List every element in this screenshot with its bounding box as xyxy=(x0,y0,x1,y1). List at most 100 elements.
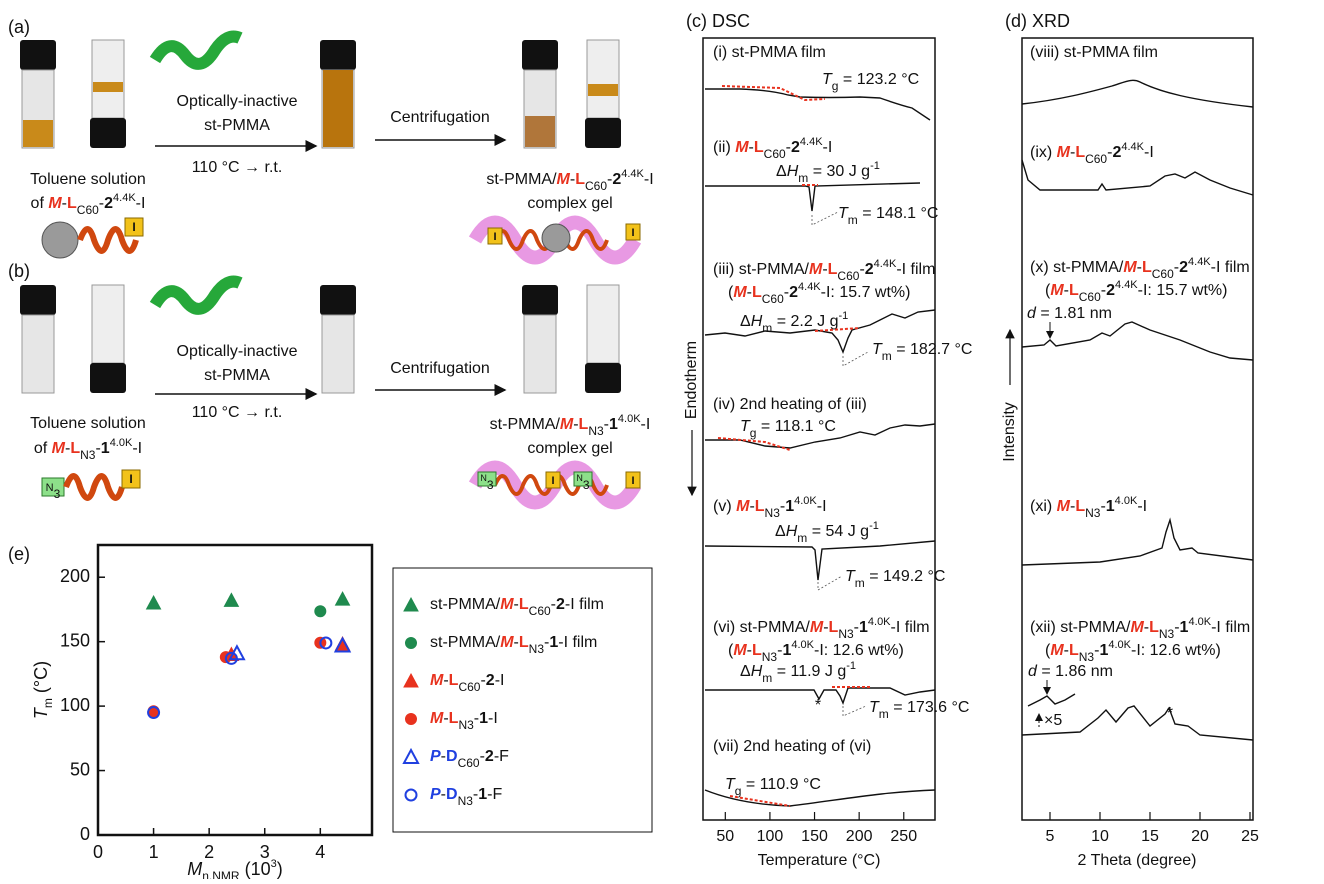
text-part: -I xyxy=(495,672,505,689)
annotation: Tm = 182.7 °C xyxy=(872,341,972,363)
text-part: -I xyxy=(641,416,651,433)
text-part: (ii) xyxy=(713,139,735,156)
text-part: (vii) 2nd heating of (vi) xyxy=(713,738,871,755)
vial xyxy=(585,40,621,148)
text-part: m xyxy=(41,698,55,708)
text-part: D xyxy=(446,748,458,765)
text: 110 °C → r.t. xyxy=(192,404,283,421)
text-part: M xyxy=(810,619,824,636)
trace-title: (iv) 2nd heating of (iii) xyxy=(713,396,867,413)
text: Toluene solution xyxy=(30,171,146,188)
text-part: L xyxy=(752,642,762,659)
text-part: (viii) st-PMMA film xyxy=(1030,44,1158,61)
vial xyxy=(585,285,621,393)
panel-label: (c) DSC xyxy=(686,11,750,31)
panel-label: (a) xyxy=(8,17,30,37)
text-part: m xyxy=(797,531,807,545)
text-part: C60 xyxy=(585,179,607,193)
text-part: D xyxy=(446,786,458,803)
text-part: 4.0K xyxy=(868,616,891,628)
text: st-PMMA xyxy=(204,367,270,384)
text-part: C60 xyxy=(764,147,786,161)
annotation: Tm = 173.6 °C xyxy=(869,699,969,721)
text-part: 4.0K xyxy=(1188,616,1211,628)
xrd-curve xyxy=(1022,322,1253,360)
legend-label: P-DC60-2-F xyxy=(430,748,509,770)
text-part: M xyxy=(733,642,747,659)
text-part: (iii) st-PMMA/ xyxy=(713,261,810,278)
trace-title: (ix) M-LC60-24.4K-I xyxy=(1030,141,1154,166)
text-part: M xyxy=(736,498,750,515)
text-part: N3 xyxy=(765,506,781,520)
text-part: C60 xyxy=(77,203,99,217)
text-part: -I film xyxy=(558,634,597,651)
text-part: L xyxy=(449,672,459,689)
text-part: N3 xyxy=(588,424,604,438)
text-part: 3 xyxy=(54,487,61,501)
vial xyxy=(320,285,356,393)
text-part: 2 xyxy=(485,748,494,765)
text: st-PMMA/M-LC60-24.4K-I xyxy=(486,168,653,193)
x-tick-label: 5 xyxy=(1046,828,1055,845)
text-part: (xi) xyxy=(1030,498,1057,515)
text-part: L xyxy=(754,139,764,156)
text-part: M xyxy=(1123,259,1137,276)
text-part: 4.0K xyxy=(110,437,133,449)
text-part: Δ xyxy=(776,163,787,180)
annotation: Tm = 148.1 °C xyxy=(838,205,938,227)
trace-title: (M-LC60-24.4K-I: 15.7 wt%) xyxy=(1045,279,1227,304)
text-part: 3 xyxy=(583,478,590,492)
text-part: M xyxy=(735,139,749,156)
plot: 05010015020001234st-PMMA/M-LC60-2-I film… xyxy=(60,566,604,862)
text-part: m xyxy=(882,349,892,363)
text-part: 4.0K xyxy=(1108,639,1131,651)
text-part: L xyxy=(1149,619,1159,636)
text-part: 4.4K xyxy=(1188,256,1211,268)
text-part: L xyxy=(752,284,762,301)
text-part: 2 xyxy=(1112,144,1121,161)
text-part: Δ xyxy=(775,523,786,540)
annotation: ΔHm = 2.2 J g-1 xyxy=(740,310,848,335)
trace-title: (i) st-PMMA film xyxy=(713,44,826,61)
text-part: C60 xyxy=(837,269,859,283)
x-ticks: 510152025 xyxy=(1046,812,1259,845)
text-part: m xyxy=(879,707,889,721)
annotation: ΔHm = 11.9 J g-1 xyxy=(740,660,856,685)
text-part: M xyxy=(430,672,444,689)
text-part: 4.4K xyxy=(1115,279,1138,291)
text-part: -I: 12.6 wt%) xyxy=(1131,642,1221,659)
text-part: -F xyxy=(487,786,502,803)
trace-title: (viii) st-PMMA film xyxy=(1030,44,1158,61)
polymer-icon xyxy=(155,37,240,64)
text-part: = 182.7 °C xyxy=(892,341,973,358)
text-part: L xyxy=(519,596,529,613)
text-part: C60 xyxy=(1085,152,1107,166)
text: I xyxy=(631,475,634,487)
y-axis-label: Endotherm xyxy=(683,341,700,419)
legend-marker xyxy=(406,714,417,725)
text-part: = 30 J g xyxy=(808,163,870,180)
text-part: -I: 15.7 wt%) xyxy=(1138,282,1228,299)
leader xyxy=(843,352,868,366)
text-part: -I film xyxy=(891,619,930,636)
text-part: N3 xyxy=(762,650,778,664)
text-part: m xyxy=(848,213,858,227)
text-part: -I film xyxy=(896,261,935,278)
text-part: 1 xyxy=(479,710,488,727)
text-part: L xyxy=(1075,498,1085,515)
text: I xyxy=(631,227,634,239)
text-part: 1 xyxy=(1106,498,1115,515)
text: of M-LC60-24.4K-I xyxy=(31,192,146,217)
text-part: 2 xyxy=(865,261,874,278)
text-part: M xyxy=(560,416,574,433)
trace-title: (ii) M-LC60-24.4K-I xyxy=(713,136,832,161)
text-part: 2 xyxy=(1106,282,1115,299)
text-part: N3 xyxy=(458,718,474,732)
x-tick-label: 20 xyxy=(1191,828,1209,845)
legend-marker xyxy=(406,638,417,649)
text-part: -I xyxy=(132,440,142,457)
text-part: -1 xyxy=(869,520,879,532)
text-part: 1 xyxy=(101,440,110,457)
text-part: M xyxy=(733,284,747,301)
leader xyxy=(818,576,842,590)
